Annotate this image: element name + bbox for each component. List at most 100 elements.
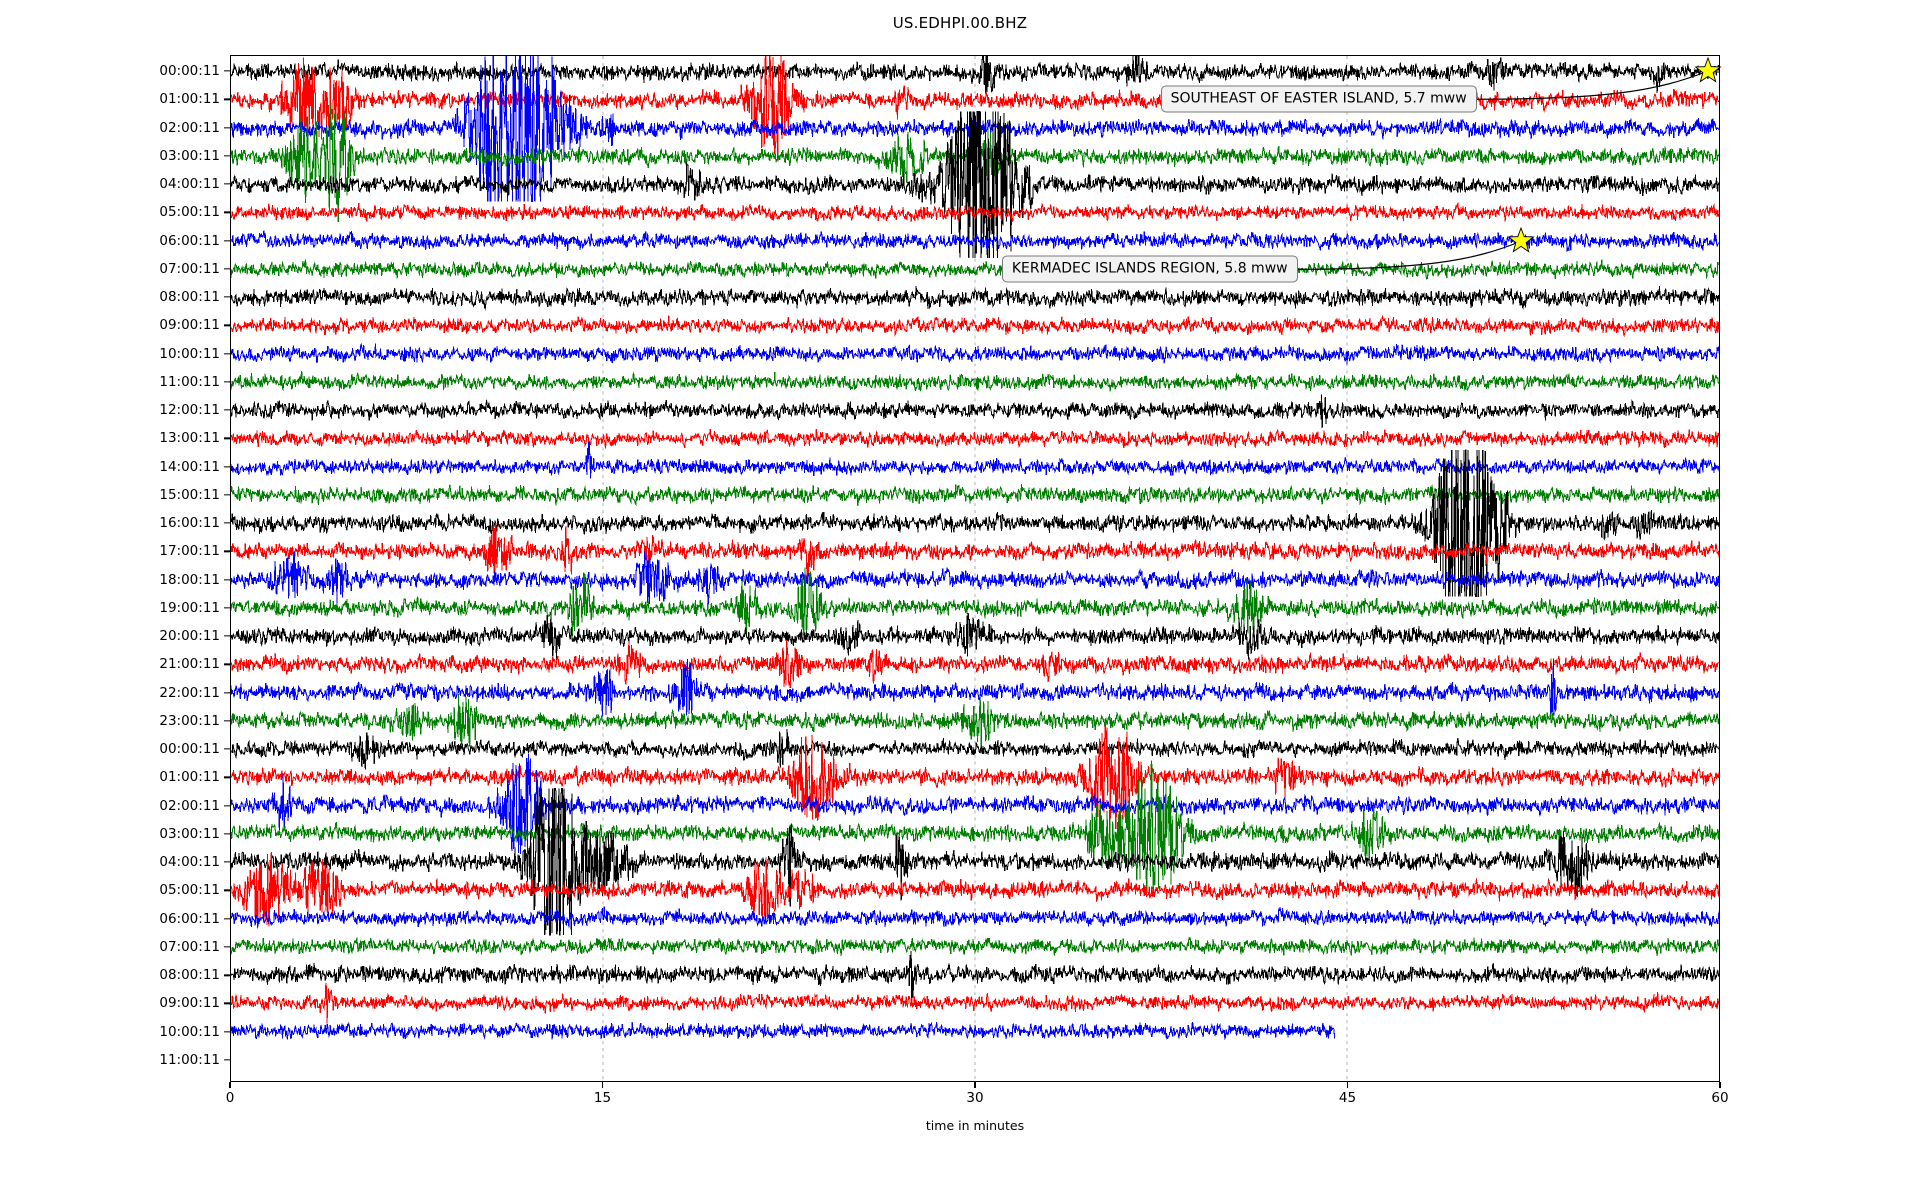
y-tick-mark-33 (223, 1002, 230, 1005)
y-tick-label-31: 07:00:11 (159, 938, 220, 955)
y-tick-mark-24 (223, 748, 230, 750)
x-tick-label-1: 15 (593, 1090, 612, 1106)
y-tick-label-32: 08:00:11 (159, 967, 220, 984)
y-tick-mark-27 (223, 833, 230, 835)
y-tick-label-5: 05:00:11 (159, 204, 220, 221)
page-title: US.EDHPI.00.BHZ (892, 14, 1028, 32)
y-tick-label-35: 11:00:11 (159, 1052, 220, 1068)
y-tick-label-24: 00:00:11 (159, 741, 220, 758)
y-tick-mark-21 (223, 663, 230, 666)
plot-axes (230, 55, 1720, 1082)
trace-14 (231, 441, 1719, 479)
trace-19 (231, 567, 1719, 637)
y-tick-mark-26 (223, 805, 230, 807)
x-tick-label-4: 60 (1711, 1090, 1729, 1106)
trace-24 (231, 729, 1719, 770)
trace-27 (231, 760, 1719, 893)
y-tick-label-4: 04:00:11 (159, 176, 220, 193)
y-tick-label-10: 10:00:11 (159, 345, 220, 362)
y-tick-label-9: 09:00:11 (159, 317, 220, 334)
y-tick-label-18: 18:00:11 (159, 571, 220, 588)
y-tick-label-33: 09:00:11 (159, 995, 220, 1012)
trace-22 (231, 658, 1719, 721)
waveform-canvas (231, 56, 1719, 1081)
y-tick-mark-8 (223, 296, 230, 298)
y-tick-label-30: 06:00:11 (159, 910, 220, 927)
trace-4 (231, 110, 1719, 259)
trace-29 (231, 851, 1719, 929)
trace-8 (231, 285, 1719, 311)
trace-15 (231, 484, 1719, 507)
trace-12 (231, 394, 1719, 428)
trace-30 (231, 906, 1719, 928)
y-tick-label-1: 01:00:11 (159, 91, 220, 108)
y-tick-label-13: 13:00:11 (159, 430, 220, 447)
y-tick-label-23: 23:00:11 (159, 712, 220, 729)
trace-2 (231, 56, 1719, 203)
y-tick-mark-32 (223, 974, 230, 976)
y-tick-mark-7 (223, 268, 230, 270)
y-tick-mark-19 (223, 607, 230, 609)
y-tick-mark-25 (223, 776, 230, 779)
trace-33 (231, 982, 1719, 1023)
trace-26 (231, 754, 1719, 854)
trace-18 (231, 551, 1719, 605)
y-tick-mark-28 (223, 861, 230, 863)
y-tick-mark-16 (223, 522, 230, 524)
y-tick-label-8: 08:00:11 (159, 289, 220, 306)
y-tick-mark-2 (223, 126, 230, 129)
y-tick-label-17: 17:00:11 (159, 543, 220, 560)
trace-25 (231, 725, 1719, 830)
y-tick-mark-18 (223, 578, 230, 581)
y-tick-label-28: 04:00:11 (159, 854, 220, 871)
y-tick-mark-10 (223, 352, 230, 355)
event-star-marker-1 (1507, 226, 1535, 253)
trace-21 (231, 639, 1719, 688)
x-tick-mark-0 (229, 1082, 231, 1088)
y-tick-label-14: 14:00:11 (159, 458, 220, 475)
y-tick-mark-13 (223, 437, 230, 439)
y-tick-label-6: 06:00:11 (159, 232, 220, 249)
y-tick-mark-34 (223, 1031, 230, 1033)
event-annotation-0[interactable]: SOUTHEAST OF EASTER ISLAND, 5.7 mww (1160, 85, 1477, 113)
trace-11 (231, 371, 1719, 392)
x-tick-label-2: 30 (966, 1090, 984, 1106)
y-tick-label-25: 01:00:11 (159, 769, 220, 786)
trace-9 (231, 314, 1719, 338)
y-tick-label-27: 03:00:11 (159, 825, 220, 842)
event-star-marker-0 (1693, 56, 1722, 83)
x-axis-title: time in minutes (925, 1118, 1025, 1133)
y-tick-mark-14 (223, 465, 230, 468)
y-tick-mark-5 (223, 211, 230, 213)
trace-31 (231, 936, 1719, 957)
y-tick-label-11: 11:00:11 (159, 373, 220, 390)
trace-32 (231, 951, 1719, 1000)
y-tick-label-26: 02:00:11 (159, 797, 220, 814)
x-tick-mark-2 (974, 1082, 976, 1088)
y-tick-mark-22 (223, 692, 230, 694)
trace-5 (231, 202, 1719, 223)
y-tick-mark-35 (223, 1059, 230, 1061)
event-annotation-1[interactable]: KERMADEC ISLANDS REGION, 5.8 mww (1001, 255, 1298, 283)
trace-10 (231, 342, 1719, 365)
y-tick-mark-17 (223, 550, 230, 553)
y-tick-mark-6 (223, 239, 230, 242)
y-tick-mark-0 (223, 70, 230, 72)
y-tick-mark-9 (223, 324, 230, 326)
y-tick-label-19: 19:00:11 (159, 599, 220, 616)
y-tick-mark-20 (223, 635, 230, 637)
y-tick-label-34: 10:00:11 (159, 1023, 220, 1040)
y-tick-mark-29 (223, 889, 230, 892)
y-tick-label-22: 22:00:11 (159, 684, 220, 701)
y-tick-label-29: 05:00:11 (159, 882, 220, 899)
trace-13 (231, 428, 1719, 449)
trace-20 (231, 612, 1719, 660)
y-tick-label-7: 07:00:11 (159, 260, 220, 277)
y-tick-mark-15 (223, 494, 230, 496)
trace-28 (231, 787, 1719, 936)
trace-0 (231, 56, 1719, 94)
y-tick-mark-31 (223, 946, 230, 948)
x-tick-label-3: 45 (1338, 1090, 1357, 1106)
trace-23 (231, 693, 1719, 754)
